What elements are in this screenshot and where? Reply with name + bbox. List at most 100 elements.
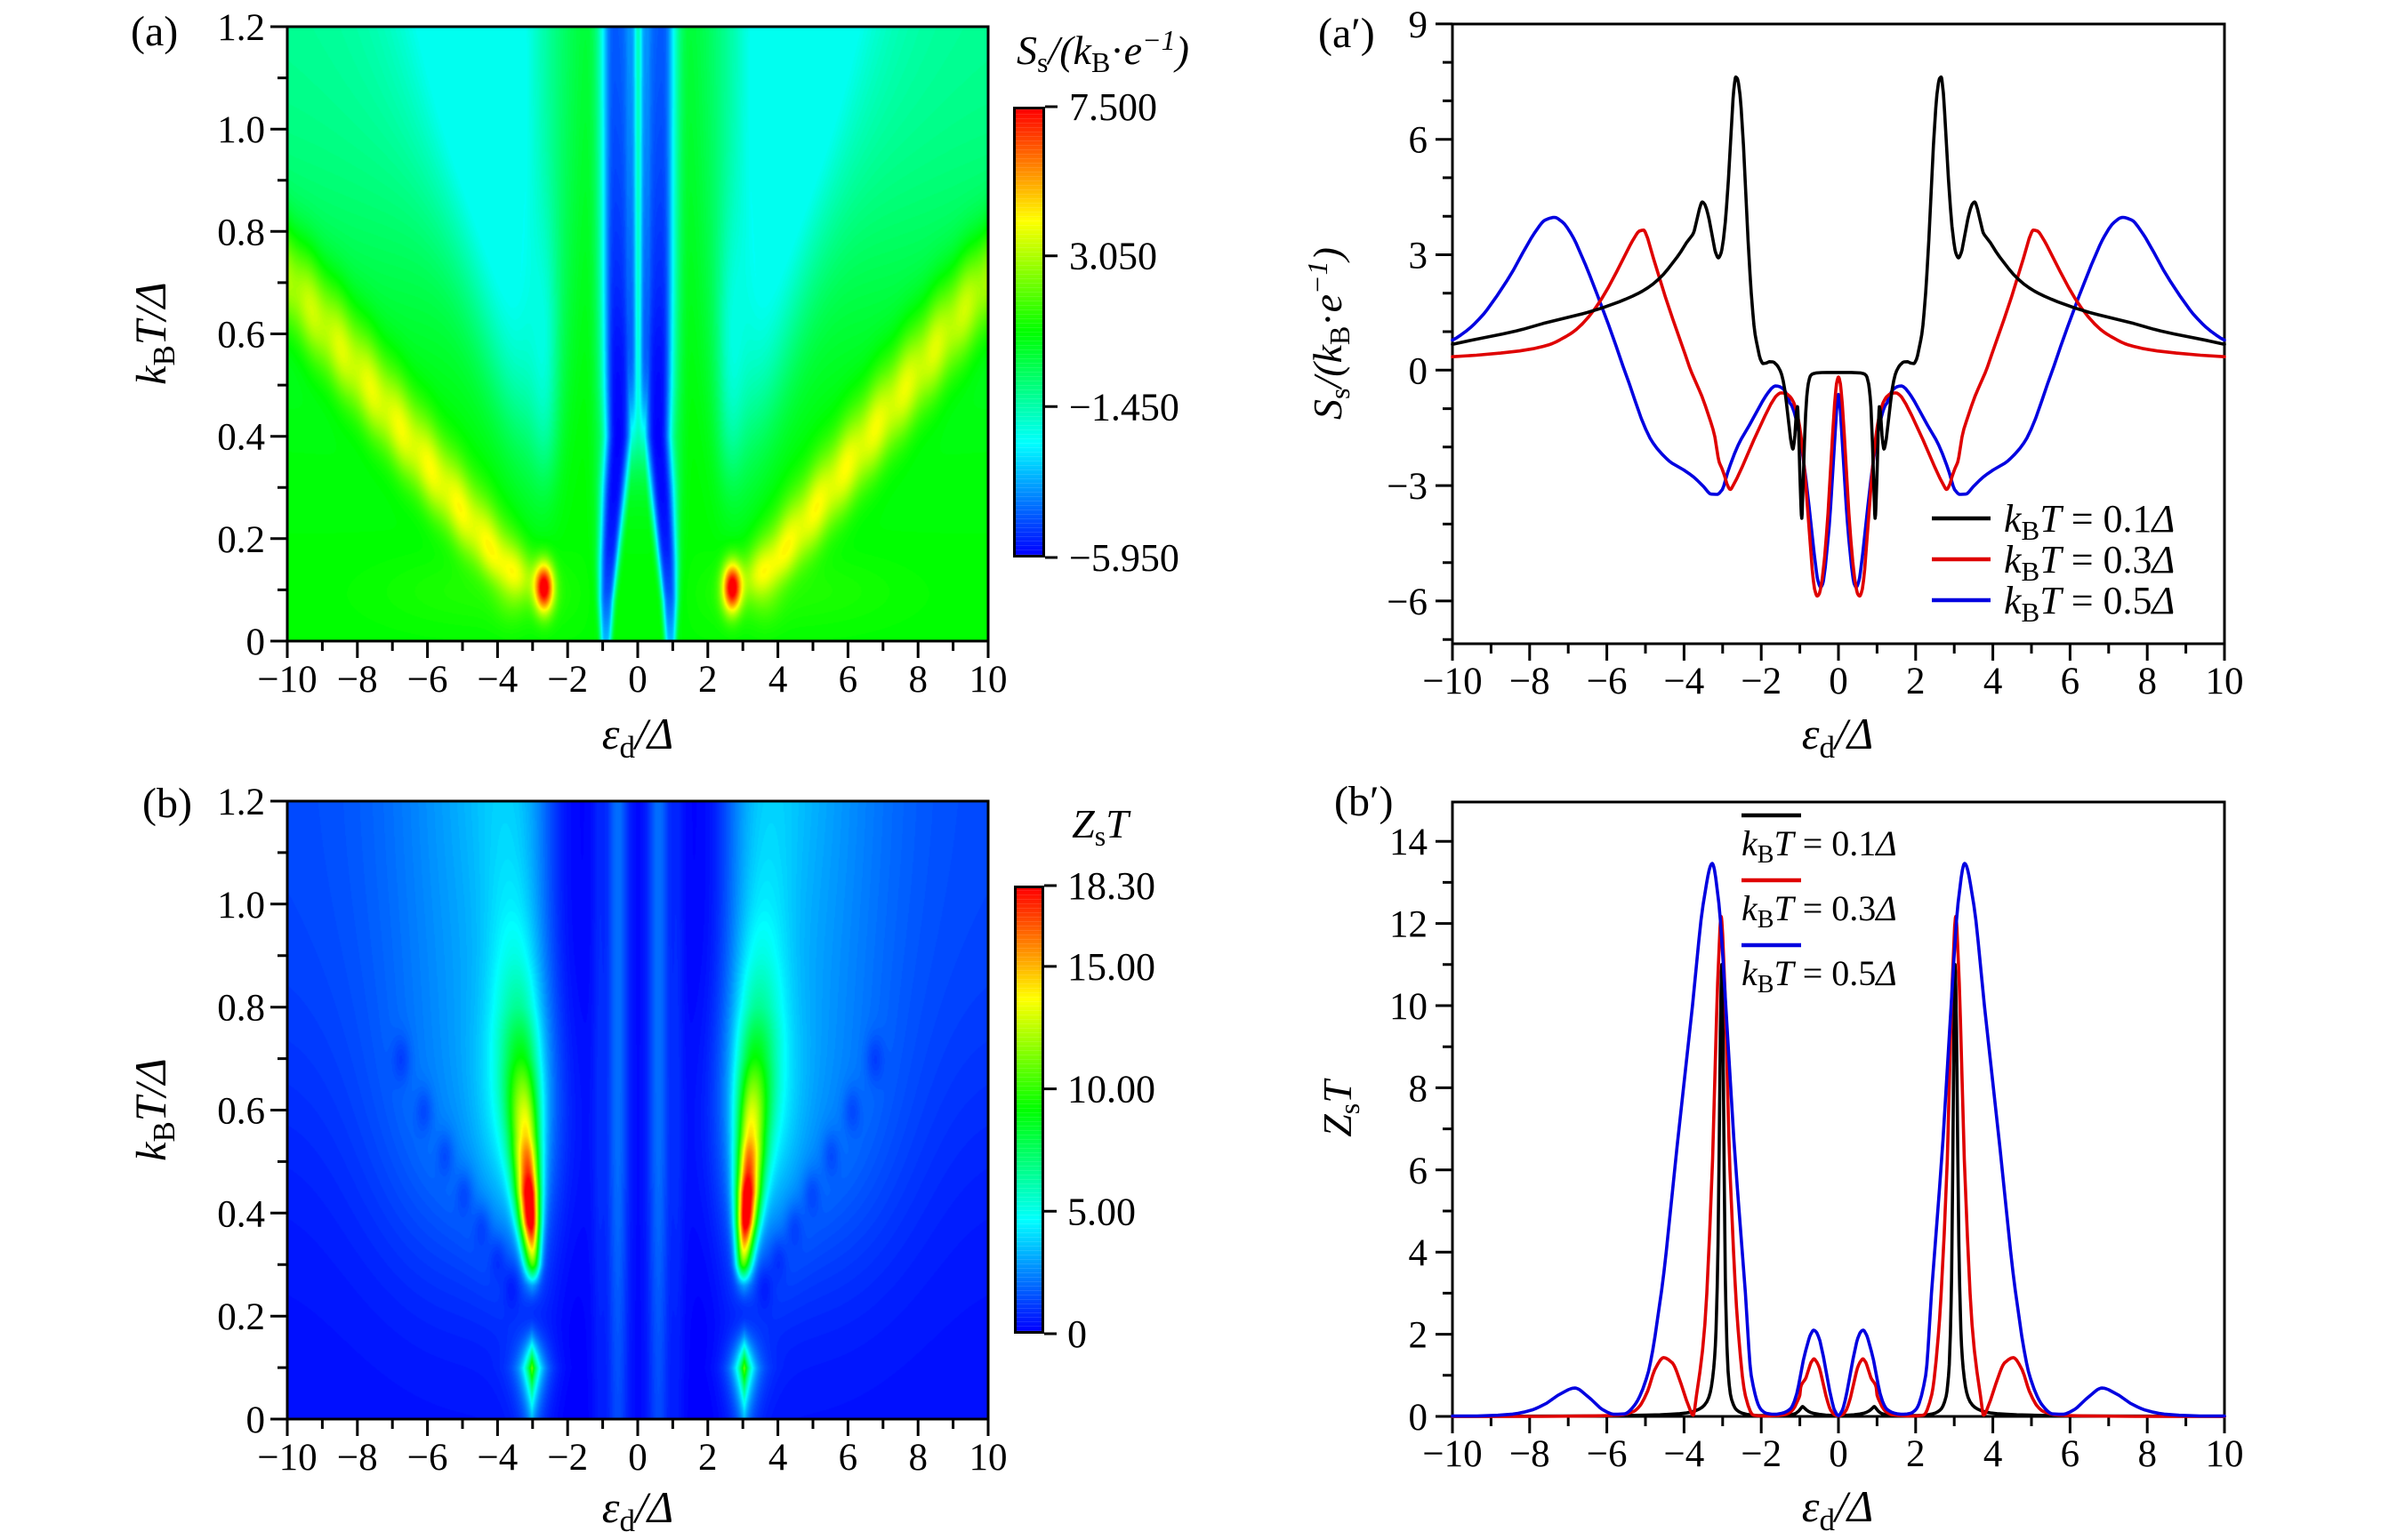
svg-text:6: 6	[839, 1437, 858, 1479]
svg-text:0: 0	[1067, 1312, 1087, 1356]
svg-text:−2: −2	[1741, 661, 1782, 702]
svg-text:1.0: 1.0	[217, 109, 265, 151]
svg-text:kBT/Δ: kBT/Δ	[125, 282, 181, 385]
svg-text:8: 8	[2137, 1433, 2157, 1475]
svg-text:10: 10	[969, 1437, 1008, 1479]
svg-text:−8: −8	[337, 659, 378, 701]
svg-text:−6: −6	[407, 659, 448, 701]
svg-text:0: 0	[246, 1400, 266, 1441]
svg-text:−6: −6	[1587, 1433, 1628, 1475]
svg-text:10: 10	[969, 659, 1008, 701]
svg-text:kBT = 0.5Δ: kBT = 0.5Δ	[1742, 953, 1897, 999]
svg-text:8: 8	[908, 1437, 928, 1479]
svg-text:4: 4	[1409, 1232, 1428, 1274]
svg-text:−8: −8	[1509, 661, 1550, 702]
svg-text:εd/Δ: εd/Δ	[1802, 1481, 1873, 1537]
svg-text:2: 2	[1906, 1433, 1926, 1475]
svg-text:0.4: 0.4	[217, 1193, 265, 1235]
svg-text:4: 4	[1983, 1433, 2003, 1475]
svg-text:−6: −6	[1387, 582, 1428, 623]
svg-text:−4: −4	[478, 659, 519, 701]
svg-text:−4: −4	[478, 1437, 519, 1479]
svg-text:14: 14	[1389, 822, 1428, 863]
svg-text:Ss/(kB·e−1): Ss/(kB·e−1)	[1301, 247, 1355, 420]
svg-text:0: 0	[1829, 661, 1848, 702]
svg-text:Ss/(kB·e−1): Ss/(kB·e−1)	[1017, 24, 1189, 78]
svg-text:2: 2	[698, 1437, 718, 1479]
svg-text:10.00: 10.00	[1067, 1068, 1155, 1111]
svg-text:1.0: 1.0	[217, 885, 265, 926]
svg-text:−5.950: −5.950	[1069, 536, 1179, 580]
svg-text:6: 6	[2061, 661, 2080, 702]
svg-text:−4: −4	[1664, 1433, 1705, 1475]
svg-text:−2: −2	[547, 659, 588, 701]
svg-text:15.00: 15.00	[1067, 945, 1155, 989]
svg-text:7.500: 7.500	[1069, 85, 1157, 129]
svg-text:4: 4	[768, 659, 788, 701]
svg-text:−1.450: −1.450	[1069, 385, 1179, 429]
svg-text:(b′): (b′)	[1334, 778, 1393, 825]
svg-text:0.2: 0.2	[217, 1296, 265, 1338]
svg-text:6: 6	[2061, 1433, 2080, 1475]
svg-text:4: 4	[768, 1437, 788, 1479]
svg-text:−8: −8	[337, 1437, 378, 1479]
svg-text:8: 8	[1409, 1068, 1428, 1110]
svg-text:0: 0	[246, 622, 266, 663]
svg-text:18.30: 18.30	[1067, 864, 1155, 908]
svg-text:−3: −3	[1387, 466, 1428, 508]
svg-text:1.2: 1.2	[217, 7, 265, 49]
svg-text:−10: −10	[1422, 1433, 1482, 1475]
svg-text:εd/Δ: εd/Δ	[602, 1482, 673, 1538]
svg-text:0: 0	[628, 1437, 648, 1479]
svg-text:εd/Δ: εd/Δ	[1802, 709, 1873, 765]
svg-text:kBT = 0.1Δ: kBT = 0.1Δ	[1742, 823, 1897, 869]
svg-text:0: 0	[1829, 1433, 1848, 1475]
svg-text:−2: −2	[1741, 1433, 1782, 1475]
svg-text:0.8: 0.8	[217, 988, 265, 1030]
svg-text:(a): (a)	[131, 8, 178, 55]
svg-text:6: 6	[1409, 120, 1428, 162]
svg-text:kBT = 0.5Δ: kBT = 0.5Δ	[2004, 579, 2175, 628]
svg-text:0: 0	[1409, 350, 1428, 392]
svg-text:10: 10	[2206, 661, 2244, 702]
svg-text:3.050: 3.050	[1069, 235, 1157, 278]
svg-text:−2: −2	[547, 1437, 588, 1479]
svg-text:10: 10	[1389, 986, 1428, 1028]
svg-text:5.00: 5.00	[1067, 1190, 1136, 1233]
svg-text:ZsT: ZsT	[1315, 1078, 1365, 1137]
svg-text:−4: −4	[1664, 661, 1705, 702]
svg-text:−6: −6	[1587, 661, 1628, 702]
svg-text:0.4: 0.4	[217, 417, 265, 459]
svg-text:4: 4	[1983, 661, 2003, 702]
svg-text:0.8: 0.8	[217, 212, 265, 253]
svg-text:kBT = 0.3Δ: kBT = 0.3Δ	[1742, 888, 1897, 934]
svg-text:8: 8	[2137, 661, 2157, 702]
svg-text:−8: −8	[1509, 1433, 1550, 1475]
svg-text:−10: −10	[1422, 661, 1482, 702]
svg-text:3: 3	[1409, 236, 1428, 277]
svg-text:−6: −6	[407, 1437, 448, 1479]
svg-text:6: 6	[1409, 1151, 1428, 1192]
svg-text:0.6: 0.6	[217, 315, 265, 357]
svg-text:ZsT: ZsT	[1072, 801, 1131, 852]
svg-text:(a′): (a′)	[1318, 10, 1375, 57]
svg-text:0: 0	[628, 659, 648, 701]
svg-text:−10: −10	[257, 659, 317, 701]
svg-text:10: 10	[2206, 1433, 2244, 1475]
svg-text:εd/Δ: εd/Δ	[602, 709, 673, 765]
svg-text:−10: −10	[257, 1437, 317, 1479]
svg-text:kBT = 0.1Δ: kBT = 0.1Δ	[2004, 497, 2175, 546]
svg-text:0.6: 0.6	[217, 1091, 265, 1133]
svg-text:1.2: 1.2	[217, 782, 265, 823]
svg-text:6: 6	[839, 659, 858, 701]
svg-text:9: 9	[1409, 4, 1428, 46]
svg-text:(b): (b)	[142, 780, 192, 827]
svg-text:kBT/Δ: kBT/Δ	[125, 1058, 181, 1161]
svg-text:2: 2	[1906, 661, 1926, 702]
svg-text:2: 2	[698, 659, 718, 701]
svg-text:8: 8	[908, 659, 928, 701]
svg-text:0: 0	[1409, 1397, 1428, 1439]
svg-text:0.2: 0.2	[217, 519, 265, 561]
svg-text:12: 12	[1389, 904, 1428, 946]
svg-text:2: 2	[1409, 1315, 1428, 1357]
